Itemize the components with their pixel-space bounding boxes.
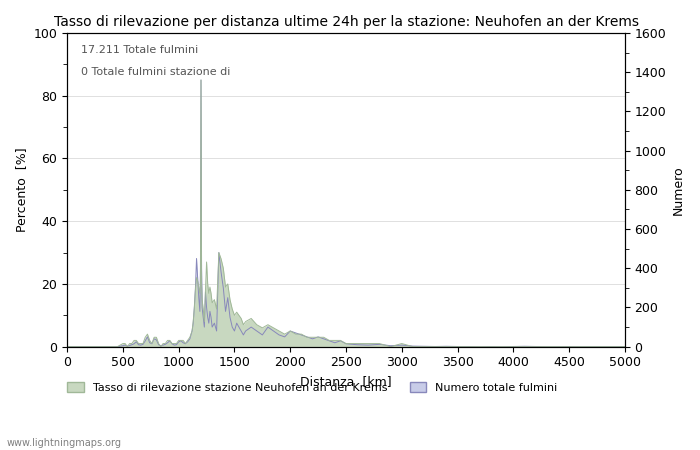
- Text: www.lightningmaps.org: www.lightningmaps.org: [7, 438, 122, 448]
- Title: Tasso di rilevazione per distanza ultime 24h per la stazione: Neuhofen an der Kr: Tasso di rilevazione per distanza ultime…: [53, 15, 638, 29]
- Legend: Tasso di rilevazione stazione Neuhofen an der Krems, Numero totale fulmini: Tasso di rilevazione stazione Neuhofen a…: [63, 378, 562, 398]
- Y-axis label: Numero: Numero: [672, 165, 685, 215]
- Y-axis label: Percento  [%]: Percento [%]: [15, 148, 28, 232]
- Text: 17.211 Totale fulmini: 17.211 Totale fulmini: [81, 45, 198, 55]
- Text: 0 Totale fulmini stazione di: 0 Totale fulmini stazione di: [81, 68, 230, 77]
- X-axis label: Distanza  [km]: Distanza [km]: [300, 375, 392, 388]
